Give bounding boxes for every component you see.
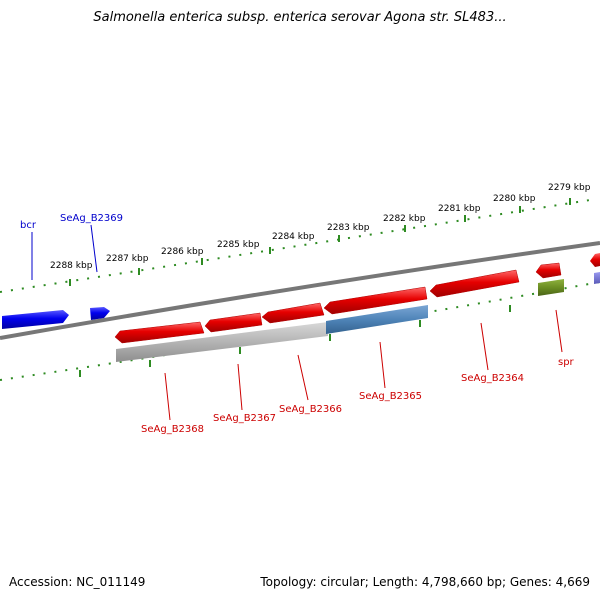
gene-spr[interactable] bbox=[535, 262, 562, 279]
gene-label-seag-b2365: SeAg_B2365 bbox=[359, 391, 422, 402]
forward-strand-genes bbox=[2, 307, 110, 329]
tick-label: 2287 kbp bbox=[106, 254, 149, 264]
feature-track bbox=[116, 272, 600, 362]
accession-label: Accession: NC_011149 bbox=[9, 575, 146, 589]
reverse-strand-genes bbox=[114, 253, 600, 344]
genome-backbone bbox=[0, 241, 600, 340]
genome-stats-label: Topology: circular; Length: 4,798,660 bp… bbox=[260, 575, 590, 589]
gene-seag-b2369[interactable] bbox=[90, 307, 110, 320]
gene-label-seag-b2367: SeAg_B2367 bbox=[213, 413, 276, 424]
tick-label: 2288 kbp bbox=[50, 261, 93, 271]
purple-feature bbox=[594, 272, 600, 284]
outer-tick-ring bbox=[0, 198, 591, 293]
gene-label-seag-b2368: SeAg_B2368 bbox=[141, 424, 204, 435]
tick-label: 2279 kbp bbox=[548, 183, 591, 193]
olive-feature bbox=[538, 279, 564, 296]
tick-label: 2280 kbp bbox=[493, 194, 536, 204]
tick-label: 2281 kbp bbox=[438, 204, 481, 214]
gene-seag-b2365[interactable] bbox=[323, 286, 428, 315]
gene-label-seag-b2364: SeAg_B2364 bbox=[461, 373, 524, 384]
tick-label: 2285 kbp bbox=[217, 240, 260, 250]
gene-label-seag-b2369: SeAg_B2369 bbox=[60, 213, 123, 224]
gene-edge-partial[interactable] bbox=[590, 253, 600, 267]
tick-label: 2284 kbp bbox=[272, 232, 315, 242]
gene-label-spr: spr bbox=[558, 357, 575, 368]
tick-label: 2286 kbp bbox=[161, 247, 204, 257]
gene-label-seag-b2366: SeAg_B2366 bbox=[279, 404, 342, 415]
gray-feature bbox=[116, 322, 328, 362]
gene-seag-b2366[interactable] bbox=[261, 302, 325, 324]
blue-feature bbox=[326, 305, 428, 334]
tick-labels: 2288 kbp 2287 kbp 2286 kbp 2285 kbp 2284… bbox=[50, 183, 591, 271]
gene-seag-b2364[interactable] bbox=[429, 269, 520, 298]
tick-label: 2282 kbp bbox=[383, 214, 426, 224]
gene-label-bcr: bcr bbox=[20, 220, 37, 231]
gene-bcr[interactable] bbox=[2, 310, 69, 329]
label-leaders bbox=[31, 224, 563, 421]
gene-seag-b2367[interactable] bbox=[204, 312, 263, 333]
map-title: Salmonella enterica subsp. enterica sero… bbox=[93, 10, 507, 25]
gene-seag-b2368[interactable] bbox=[114, 321, 205, 344]
inner-tick-ring bbox=[0, 281, 600, 381]
tick-label: 2283 kbp bbox=[327, 223, 370, 233]
